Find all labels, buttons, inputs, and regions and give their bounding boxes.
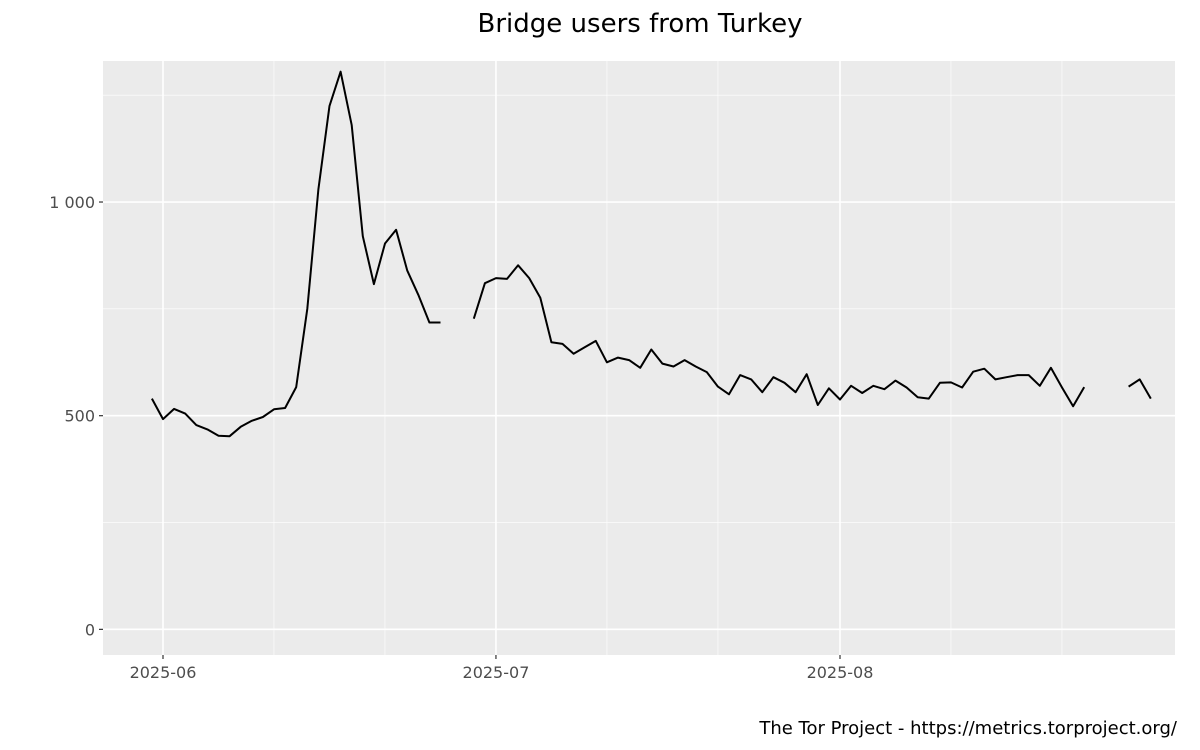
x-tick-label: 2025-08 xyxy=(807,663,874,682)
x-tick-label: 2025-06 xyxy=(130,663,197,682)
plot-panel xyxy=(103,61,1175,655)
chart-caption: The Tor Project - https://metrics.torpro… xyxy=(758,718,1178,739)
series-line-segment xyxy=(1128,378,1152,400)
y-tick-label: 0 xyxy=(85,620,95,639)
series-line-segment xyxy=(472,264,1086,408)
x-tick-label: 2025-07 xyxy=(463,663,530,682)
y-tick-label: 500 xyxy=(64,407,95,426)
series-lines xyxy=(151,70,1152,438)
axis-ticks: 0 500 1 000 2025-06 2025-07 2025-08 xyxy=(49,193,873,682)
grid-lines xyxy=(103,61,1175,655)
chart-title: Bridge users from Turkey xyxy=(478,9,803,39)
y-tick-label: 1 000 xyxy=(49,193,95,212)
series-line-segment xyxy=(151,70,441,438)
